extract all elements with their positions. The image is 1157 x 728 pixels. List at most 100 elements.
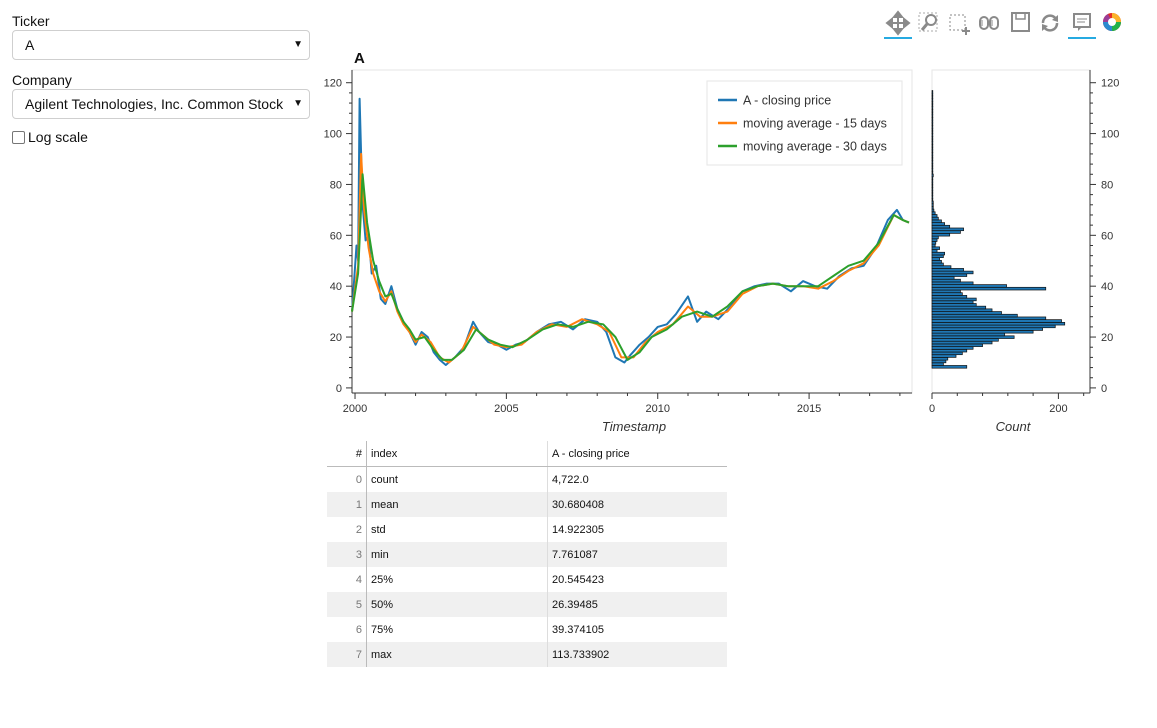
hist-y-tick-label: 100	[1101, 129, 1119, 141]
histogram-bar	[931, 276, 955, 280]
stat-value: 113.733902	[547, 642, 727, 667]
histogram-bar	[931, 254, 944, 258]
hist-y-tick-label: 80	[1101, 179, 1113, 191]
histogram-bar	[931, 235, 939, 240]
stats-table: # index A - closing price 0 count 4,722.0 …	[327, 441, 727, 667]
histogram-bar	[931, 181, 934, 186]
histogram-bar	[931, 138, 934, 143]
header-closing-price[interactable]: A - closing price	[547, 441, 727, 467]
histogram-bar	[931, 192, 934, 196]
histogram-bar	[931, 179, 934, 183]
hover-tool[interactable]	[1068, 10, 1096, 39]
save-tool[interactable]	[1006, 10, 1034, 36]
stat-value: 14.922305	[552, 523, 604, 536]
histogram-bar	[931, 160, 934, 164]
histogram-bar	[931, 176, 934, 180]
legend-label: moving average - 30 days	[743, 140, 887, 154]
legend-label: A - closing price	[743, 94, 831, 108]
histogram-bar	[931, 211, 936, 215]
histogram-bar	[931, 162, 934, 167]
histogram-bar	[931, 195, 934, 199]
company-select[interactable]: Agilent Technologies, Inc. Common Stock …	[12, 89, 310, 119]
histogram-bar	[931, 184, 934, 188]
histogram-bar	[931, 197, 934, 202]
checkbox-box[interactable]	[12, 130, 25, 144]
histogram-bar	[931, 246, 940, 250]
pan-icon	[885, 10, 911, 36]
log-scale-checkbox[interactable]: Log scale	[12, 129, 88, 145]
row-number: 2	[327, 517, 367, 542]
y-tick-label: 0	[336, 383, 342, 395]
main-axes: 0 20 40 60 80 100 120 2000 2005 2010 2015	[324, 70, 912, 415]
histogram-bar	[931, 286, 1047, 291]
log-scale-label: Log scale	[28, 129, 88, 145]
reset-tool[interactable]	[1036, 10, 1064, 36]
histogram-bar	[931, 324, 1056, 329]
histogram-bar	[931, 273, 968, 277]
box-zoom-tool[interactable]	[946, 10, 974, 36]
histogram-bar	[931, 222, 945, 226]
y-tick-label: 60	[330, 230, 342, 242]
histogram-bar	[931, 362, 944, 366]
histogram-bar	[931, 330, 1034, 334]
histogram-bar	[931, 303, 977, 307]
header-index[interactable]: index	[366, 441, 548, 467]
histogram-bar	[931, 308, 993, 312]
pan-tool[interactable]	[884, 10, 912, 39]
histogram-bar	[931, 354, 957, 358]
row-number: 1	[327, 492, 367, 517]
table-row[interactable]: 0 count 4,722.0	[327, 466, 727, 492]
histogram-bar	[931, 249, 938, 253]
stat-value: 4,722.0	[552, 473, 589, 486]
table-row[interactable]: 5 50% 26.39485	[327, 592, 727, 617]
histogram-bar	[931, 278, 961, 283]
histogram-bar	[931, 332, 1006, 337]
table-row[interactable]: 3 min 7.761087	[327, 542, 727, 567]
x-tick-label: 2005	[494, 403, 518, 415]
stat-name: std	[366, 517, 548, 542]
lasso-select-tool[interactable]	[976, 10, 1004, 36]
stat-value: 39.374105	[552, 623, 604, 636]
stat-name: min	[366, 542, 548, 567]
ticker-select[interactable]: A ▼	[12, 30, 310, 60]
table-row[interactable]: 2 std 14.922305	[327, 517, 727, 542]
main-x-axis-label: Timestamp	[602, 419, 666, 434]
chart-legend: A - closing price moving average - 15 day…	[706, 80, 903, 166]
save-icon	[1011, 12, 1030, 32]
histogram-bar	[931, 357, 949, 361]
histogram-bar	[931, 92, 934, 97]
histogram-bar	[931, 98, 934, 102]
histogram-bar	[931, 300, 974, 304]
histogram-bar	[931, 216, 939, 221]
histogram-bar	[931, 281, 974, 285]
histogram-bar	[931, 340, 993, 345]
hist-y-tick-label: 0	[1101, 383, 1107, 395]
histogram-bar	[931, 268, 964, 272]
wheel-zoom-tool[interactable]	[916, 10, 944, 36]
histogram-bar	[931, 214, 938, 218]
histogram-axes: 0 20 40 60 80 100 120 0 200	[929, 70, 1119, 415]
histogram-bar	[931, 133, 934, 137]
table-row[interactable]: 4 25% 20.545423	[327, 567, 727, 592]
table-row[interactable]: 6 75% 39.374105	[327, 617, 727, 642]
bokeh-logo[interactable]	[1098, 10, 1126, 36]
histogram-bar	[931, 122, 934, 126]
table-row[interactable]: 1 mean 30.680408	[327, 492, 727, 517]
stat-name: 75%	[366, 617, 548, 642]
histogram-bar	[931, 230, 961, 234]
histogram-bar	[931, 259, 942, 264]
lasso-icon	[979, 16, 999, 30]
header-row-number[interactable]: #	[327, 441, 367, 467]
x-tick-label: 2015	[797, 403, 821, 415]
histogram-bar	[931, 365, 968, 369]
histogram-bar	[931, 311, 1002, 315]
histogram-bar	[931, 144, 934, 148]
histogram-bar	[931, 146, 934, 151]
row-number: 4	[327, 567, 367, 592]
histogram-bar	[931, 203, 934, 207]
histogram-bar	[931, 219, 942, 223]
y-tick-label: 20	[330, 332, 342, 344]
hist-y-tick-label: 20	[1101, 332, 1113, 344]
histogram-bar	[931, 224, 951, 229]
table-row[interactable]: 7 max 113.733902	[327, 642, 727, 667]
